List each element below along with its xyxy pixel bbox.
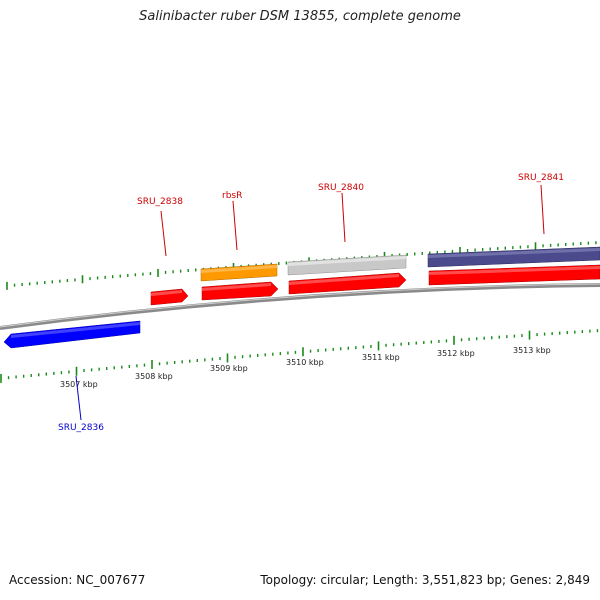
scale-label-3509: 3509 kbp bbox=[210, 364, 248, 373]
scale-label-3508: 3508 kbp bbox=[135, 372, 173, 381]
genome-backbone bbox=[0, 283, 600, 330]
label-leader-SRU_2838 bbox=[160, 210, 167, 257]
gene-label-SRU_2838[interactable]: SRU_2838 bbox=[137, 197, 183, 207]
gene-rbsR-shine bbox=[201, 265, 277, 273]
genome-backbone-highlight bbox=[0, 283, 600, 328]
scale-label-3511: 3511 kbp bbox=[362, 353, 400, 362]
scale-label-3513: 3513 kbp bbox=[513, 346, 551, 355]
scale-label-3510: 3510 kbp bbox=[286, 358, 324, 367]
accession-text: Accession: NC_007677 bbox=[9, 573, 146, 587]
gene-label-SRU_2840[interactable]: SRU_2840 bbox=[318, 183, 364, 193]
cds-shine bbox=[151, 266, 600, 296]
inner-tick-ruler bbox=[0, 329, 599, 383]
scale-label-3512: 3512 kbp bbox=[437, 349, 475, 358]
gene-label-SRU_2836[interactable]: SRU_2836 bbox=[58, 423, 104, 433]
label-leader-SRU_2841 bbox=[540, 184, 545, 235]
gene-SRU_2840-shine bbox=[288, 256, 406, 266]
outer-tick-ruler bbox=[6, 241, 597, 290]
gene-SRU_2841-shine bbox=[428, 248, 600, 258]
scale-label-3507: 3507 kbp bbox=[60, 380, 98, 389]
label-leader-SRU_2840 bbox=[341, 192, 346, 243]
genome-stats-text: Topology: circular; Length: 3,551,823 bp… bbox=[260, 573, 590, 587]
gene-label-SRU_2841[interactable]: SRU_2841 bbox=[518, 173, 564, 183]
map-title: Salinibacter ruber DSM 13855, complete g… bbox=[139, 9, 461, 24]
label-leader-rbsR bbox=[232, 200, 238, 251]
gene-SRU_2836-shine bbox=[11, 322, 140, 338]
label-leader-SRU_2836 bbox=[75, 375, 82, 421]
gene-label-rbsR[interactable]: rbsR bbox=[222, 191, 242, 201]
